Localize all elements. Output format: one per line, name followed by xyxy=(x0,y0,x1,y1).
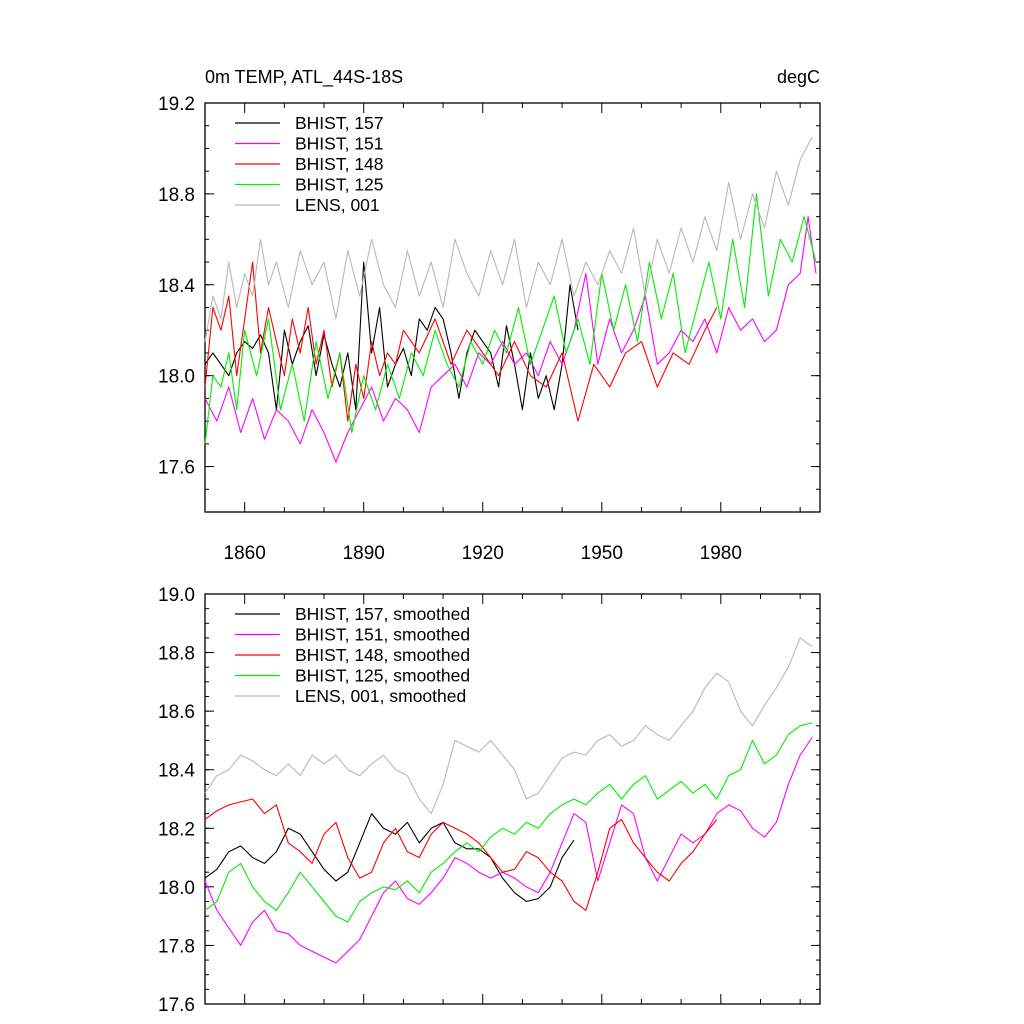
legend-label: LENS, 001 xyxy=(295,195,380,215)
x-tick-label: 1950 xyxy=(581,543,623,564)
series-line-3 xyxy=(204,193,817,444)
bottom-series-group xyxy=(204,637,813,964)
series-line-2 xyxy=(204,261,718,422)
bottom-panel: 17.6 17.8 18.0 18.2 18.4 18.6 18.8 19.0 BHIST, … xyxy=(158,585,821,1016)
legend-label: BHIST, 151 xyxy=(295,134,384,154)
y-tick-label: 19.2 xyxy=(158,94,195,115)
y-tick-label: 17.6 xyxy=(158,458,195,479)
y-tick-label: 19.0 xyxy=(158,585,195,606)
top-panel: 0m TEMP, ATL_44S-18S degC 17.6 18.0 18.4 18… xyxy=(158,67,821,564)
series-line-0 xyxy=(204,813,575,903)
y-tick-label: 18.4 xyxy=(158,276,195,297)
x-tick-label: 1890 xyxy=(343,543,385,564)
y-tick-label: 18.8 xyxy=(158,185,195,206)
y-tick-label: 18.0 xyxy=(158,878,195,899)
x-tick-label: 1920 xyxy=(462,543,504,564)
y-tick-label: 17.6 xyxy=(158,995,195,1016)
legend-label: BHIST, 151, smoothed xyxy=(295,625,470,645)
legend-label: BHIST, 148, smoothed xyxy=(295,645,470,665)
legend-label: BHIST, 157, smoothed xyxy=(295,604,470,624)
y-tick-label: 17.8 xyxy=(158,936,195,957)
legend-label: BHIST, 157 xyxy=(295,113,384,133)
y-tick-label: 18.4 xyxy=(158,761,195,782)
y-tick-label: 18.2 xyxy=(158,819,195,840)
legend-label: BHIST, 148 xyxy=(295,154,384,174)
x-tick-label: 1860 xyxy=(224,543,266,564)
x-tick-label: 1980 xyxy=(700,543,742,564)
units-label: degC xyxy=(777,67,820,87)
series-line-4 xyxy=(204,637,813,815)
legend-label: LENS, 001, smoothed xyxy=(295,686,466,706)
series-line-3 xyxy=(204,722,813,923)
series-line-2 xyxy=(204,798,718,911)
y-tick-label: 18.0 xyxy=(158,367,195,388)
series-line-1 xyxy=(204,216,817,463)
series-line-4 xyxy=(204,136,813,342)
chart-title: 0m TEMP, ATL_44S-18S xyxy=(205,67,403,88)
y-tick-label: 18.8 xyxy=(158,644,195,665)
top-series-group xyxy=(204,136,817,463)
top-ticks: 17.6 18.0 18.4 18.8 19.2 1860 1890 1920 1950 1980 xyxy=(158,94,820,564)
y-tick-label: 18.6 xyxy=(158,702,195,723)
legend-label: BHIST, 125 xyxy=(295,175,384,195)
bottom-ticks: 17.6 17.8 18.0 18.2 18.4 18.6 18.8 19.0 xyxy=(158,585,820,1016)
legend-label: BHIST, 125, smoothed xyxy=(295,666,470,686)
series-line-1 xyxy=(204,737,813,964)
